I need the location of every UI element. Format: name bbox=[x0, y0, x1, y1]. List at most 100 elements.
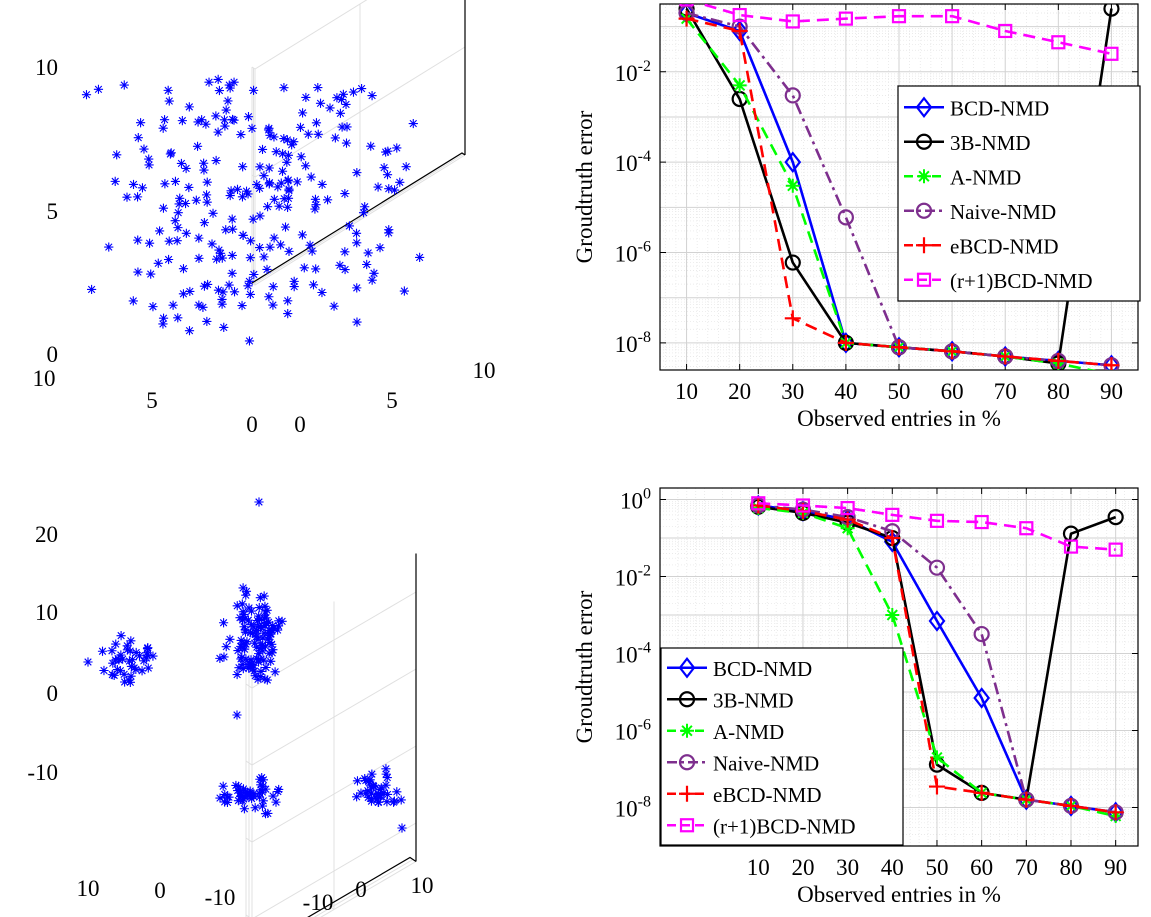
data-point bbox=[257, 801, 268, 811]
data-point bbox=[143, 663, 153, 673]
x-tick-label: 50 bbox=[888, 379, 911, 404]
data-point bbox=[367, 91, 377, 101]
legend-marker bbox=[916, 237, 932, 254]
data-point bbox=[227, 268, 237, 278]
data-point bbox=[221, 642, 231, 652]
data-point bbox=[263, 808, 273, 819]
data-point bbox=[283, 193, 294, 203]
data-point bbox=[253, 634, 263, 644]
data-point bbox=[194, 300, 204, 310]
x-tick-label: 60 bbox=[970, 855, 993, 880]
data-point bbox=[228, 224, 238, 234]
data-point bbox=[308, 280, 319, 290]
data-point bbox=[311, 264, 321, 274]
data-point bbox=[283, 175, 293, 185]
data-point bbox=[268, 282, 278, 292]
data-point bbox=[142, 643, 153, 654]
data-point bbox=[365, 778, 375, 788]
data-point bbox=[381, 764, 391, 774]
legend-entry: BCD-NMD bbox=[904, 96, 1049, 120]
data-point bbox=[283, 308, 293, 319]
data-point bbox=[260, 641, 271, 651]
legend-entry: eBCD-NMD bbox=[667, 783, 822, 807]
legend-box bbox=[660, 647, 904, 846]
data-point bbox=[236, 635, 246, 646]
data-point bbox=[255, 211, 265, 221]
data-point bbox=[1051, 35, 1066, 50]
data-point bbox=[254, 788, 264, 798]
data-point bbox=[263, 125, 274, 135]
data-point bbox=[252, 179, 262, 190]
data-point bbox=[945, 9, 960, 24]
data-point bbox=[273, 625, 283, 635]
data-point bbox=[269, 194, 279, 204]
data-point bbox=[139, 656, 149, 666]
data-point bbox=[837, 334, 854, 351]
data-point bbox=[244, 336, 255, 346]
data-point bbox=[356, 83, 367, 94]
data-point bbox=[341, 138, 352, 148]
data-point bbox=[181, 228, 191, 238]
data-point bbox=[224, 280, 234, 290]
legend-entry: (r+1)BCD-NMD bbox=[667, 814, 856, 838]
data-point bbox=[276, 178, 286, 188]
legend-marker bbox=[679, 785, 695, 802]
data-point bbox=[107, 670, 117, 680]
data-point bbox=[159, 115, 170, 125]
data-point bbox=[358, 208, 369, 218]
data-point bbox=[199, 165, 209, 175]
data-point bbox=[258, 781, 268, 791]
data-point bbox=[175, 193, 185, 203]
legend-marker bbox=[678, 656, 696, 679]
data-point bbox=[262, 675, 272, 685]
scatter-3d-clusters: 20 10 0 -10 10 0 -10 -10 0 10 bbox=[27, 497, 434, 917]
data-point bbox=[297, 230, 307, 240]
data-point bbox=[184, 326, 195, 336]
data-point bbox=[313, 129, 323, 139]
z-tick-label: -10 bbox=[27, 760, 58, 785]
data-point bbox=[201, 119, 211, 129]
data-point bbox=[973, 625, 990, 643]
data-point bbox=[253, 657, 264, 667]
data-point bbox=[199, 281, 210, 291]
data-point bbox=[784, 151, 802, 173]
data-point bbox=[249, 269, 259, 280]
data-point bbox=[110, 176, 120, 186]
legend-marker bbox=[916, 272, 932, 287]
data-point bbox=[133, 235, 143, 245]
data-point bbox=[401, 162, 411, 172]
legend-entry: A-NMD bbox=[667, 720, 784, 744]
data-point bbox=[158, 203, 169, 213]
data-point bbox=[282, 157, 292, 167]
x-tick-label: 70 bbox=[994, 379, 1017, 404]
data-point bbox=[840, 521, 855, 536]
legend: BCD-NMD 3B-NMD A-NMD Naive-NMD eBCD-NMD (r+1)… bbox=[660, 647, 904, 846]
data-point bbox=[366, 788, 377, 798]
data-point bbox=[201, 190, 212, 200]
data-point bbox=[227, 250, 237, 261]
data-point bbox=[732, 78, 747, 93]
data-point bbox=[112, 150, 122, 160]
data-point bbox=[885, 507, 900, 522]
data-point bbox=[279, 83, 289, 93]
x-tick-label: 5 bbox=[146, 388, 158, 413]
data-point bbox=[382, 170, 393, 180]
data-point bbox=[252, 654, 262, 664]
data-point bbox=[311, 200, 321, 210]
data-point bbox=[242, 787, 252, 797]
data-point bbox=[176, 158, 187, 169]
data-point bbox=[124, 675, 134, 685]
data-point bbox=[944, 343, 961, 360]
data-point bbox=[259, 252, 269, 262]
data-point bbox=[112, 664, 122, 675]
data-point bbox=[891, 9, 907, 24]
legend-entry: 3B-NMD bbox=[904, 131, 1031, 155]
data-point bbox=[237, 599, 247, 609]
data-point bbox=[257, 144, 268, 155]
data-point bbox=[261, 662, 271, 673]
data-point bbox=[373, 797, 383, 807]
data-point bbox=[389, 185, 400, 195]
y-tick-label: 10-6 bbox=[615, 717, 651, 745]
data-point bbox=[214, 245, 224, 255]
x-tick-label: 0 bbox=[154, 878, 166, 903]
